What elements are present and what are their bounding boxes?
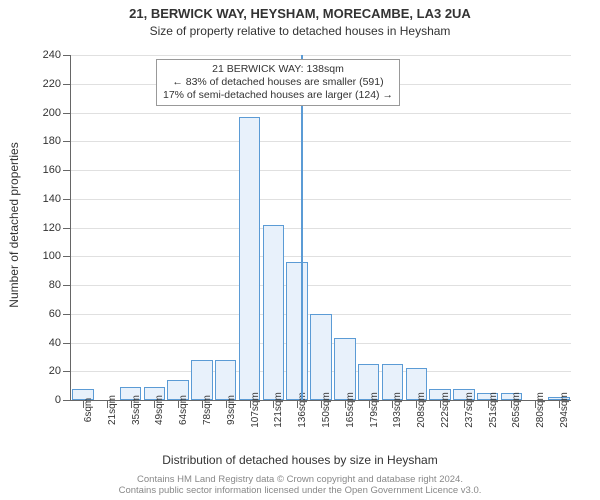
x-tick-label: 49sqm [154, 395, 165, 425]
histogram-bar [310, 314, 331, 400]
gridline [71, 170, 571, 171]
y-tick-label: 20 [49, 365, 61, 377]
y-tick [63, 170, 71, 171]
footer-line2: Contains public sector information licen… [0, 486, 600, 497]
annotation-box: 21 BERWICK WAY: 138sqm ← 83% of detached… [156, 59, 400, 106]
y-axis-label: Number of detached properties [7, 142, 21, 307]
plot-area: 0204060801001201401601802002202406sqm21s… [70, 55, 571, 401]
histogram-bar [191, 360, 212, 400]
y-tick-label: 100 [43, 250, 61, 262]
gridline [71, 285, 571, 286]
x-tick-label: 78sqm [202, 395, 213, 425]
x-tick-label: 280sqm [535, 392, 546, 428]
y-tick [63, 199, 71, 200]
histogram-bar [239, 117, 260, 400]
y-tick-label: 140 [43, 193, 61, 205]
histogram-bar [215, 360, 236, 400]
y-tick-label: 120 [43, 222, 61, 234]
x-tick-label: 107sqm [250, 392, 261, 428]
x-tick-label: 21sqm [107, 395, 118, 425]
x-tick-label: 121sqm [273, 392, 284, 428]
x-axis-label: Distribution of detached houses by size … [0, 453, 600, 467]
y-tick [63, 113, 71, 114]
y-tick [63, 400, 71, 401]
gridline [71, 199, 571, 200]
y-tick-label: 180 [43, 135, 61, 147]
y-tick-label: 240 [43, 49, 61, 61]
marker-line [301, 55, 303, 400]
y-tick-label: 80 [49, 279, 61, 291]
gridline [71, 256, 571, 257]
x-tick-label: 294sqm [559, 392, 570, 428]
x-tick-label: 179sqm [369, 392, 380, 428]
annotation-line2: ← 83% of detached houses are smaller (59… [163, 76, 393, 89]
x-tick-label: 64sqm [178, 395, 189, 425]
x-tick-label: 193sqm [392, 392, 403, 428]
chart-subtitle: Size of property relative to detached ho… [0, 22, 600, 38]
y-tick [63, 256, 71, 257]
y-tick-label: 0 [55, 394, 61, 406]
x-tick-label: 35sqm [131, 395, 142, 425]
x-tick-label: 93sqm [226, 395, 237, 425]
annotation-line3: 17% of semi-detached houses are larger (… [163, 89, 393, 102]
y-tick [63, 314, 71, 315]
y-tick [63, 343, 71, 344]
chart-container: 21, BERWICK WAY, HEYSHAM, MORECAMBE, LA3… [0, 0, 600, 500]
x-tick-label: 222sqm [440, 392, 451, 428]
y-tick-label: 220 [43, 78, 61, 90]
gridline [71, 141, 571, 142]
x-tick-label: 208sqm [416, 392, 427, 428]
y-tick-label: 200 [43, 107, 61, 119]
chart-title: 21, BERWICK WAY, HEYSHAM, MORECAMBE, LA3… [0, 0, 600, 22]
y-tick [63, 55, 71, 56]
y-tick [63, 371, 71, 372]
y-tick [63, 141, 71, 142]
annotation-line1: 21 BERWICK WAY: 138sqm [163, 63, 393, 76]
y-tick-label: 40 [49, 337, 61, 349]
histogram-bar [263, 225, 284, 400]
x-tick-label: 6sqm [83, 398, 94, 422]
y-tick [63, 228, 71, 229]
footer: Contains HM Land Registry data © Crown c… [0, 475, 600, 497]
x-tick-label: 165sqm [345, 392, 356, 428]
gridline [71, 228, 571, 229]
x-tick-label: 251sqm [488, 392, 499, 428]
y-tick [63, 84, 71, 85]
y-tick-label: 160 [43, 164, 61, 176]
histogram-bar [286, 262, 307, 400]
x-tick-label: 237sqm [464, 392, 475, 428]
y-tick-label: 60 [49, 308, 61, 320]
y-tick [63, 285, 71, 286]
gridline [71, 55, 571, 56]
x-tick-label: 150sqm [321, 392, 332, 428]
gridline [71, 113, 571, 114]
x-tick-label: 265sqm [511, 392, 522, 428]
histogram-bar [334, 338, 355, 400]
